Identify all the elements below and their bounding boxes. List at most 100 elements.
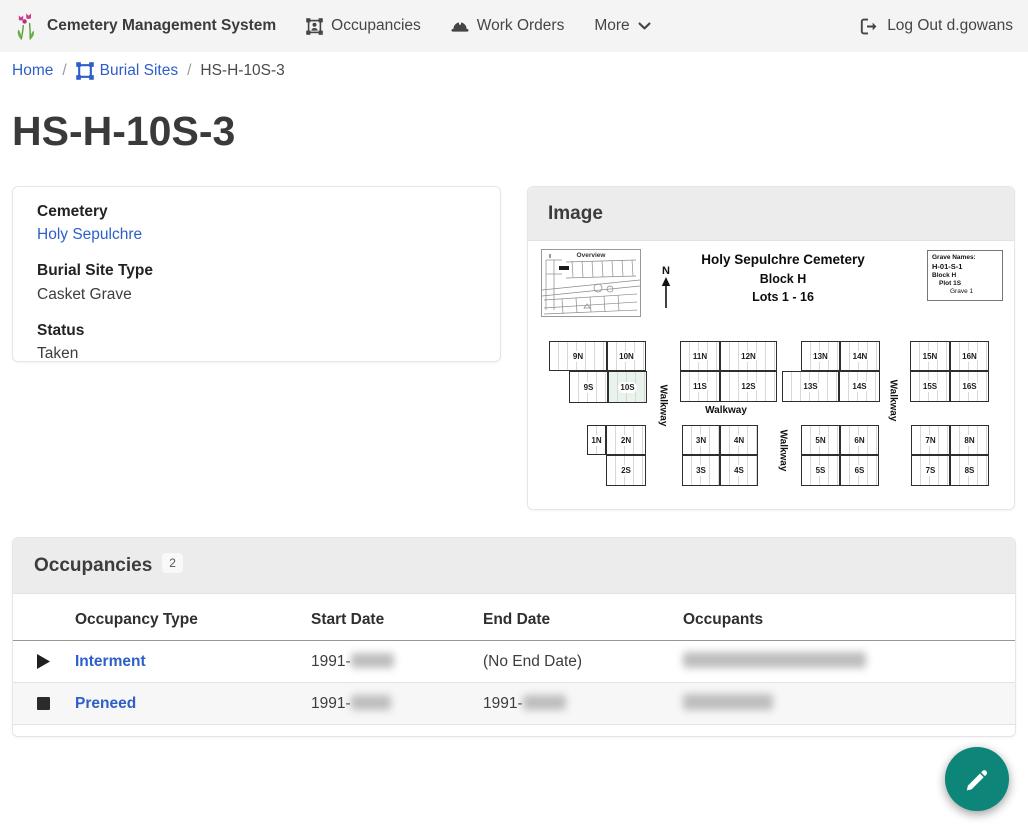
north-arrow-icon <box>661 277 671 308</box>
col-occupants: Occupants <box>683 594 1015 641</box>
map-lot-8n: 8N <box>950 425 989 455</box>
hard-hat-icon <box>451 20 469 32</box>
map-lot-5n: 5N <box>801 425 840 455</box>
nav-more[interactable]: More <box>594 17 651 35</box>
burial-sites-icon <box>75 62 94 80</box>
occupancies-table: Occupancy Type Start Date End Date Occup… <box>13 594 1015 725</box>
status-value: Taken <box>37 345 79 363</box>
chevron-down-icon <box>638 22 651 29</box>
walkway-label: Walkway <box>887 379 899 422</box>
col-start-date: Start Date <box>311 594 483 641</box>
map-lot-14n: 14N <box>840 341 880 371</box>
map-lot-10n: 10N <box>607 341 646 371</box>
field-status: Status Taken <box>37 320 476 366</box>
col-end-date: End Date <box>483 594 683 641</box>
map-title-line2: Block H <box>759 271 807 286</box>
occupancies-count-badge: 2 <box>162 552 183 573</box>
square-icon <box>37 697 50 710</box>
grave-number: Grave 1 <box>950 287 974 295</box>
logout-label: Log Out d.gowans <box>887 17 1013 34</box>
map-lot-4s: 4S <box>720 455 758 486</box>
logout-button[interactable]: Log Out d.gowans <box>860 17 1013 35</box>
field-cemetery: Cemetery Holy Sepulchre <box>37 201 476 247</box>
overview-label: Overview <box>576 252 606 259</box>
walkway-label: Walkway <box>705 405 747 416</box>
map-lot-15n: 15N <box>910 341 950 371</box>
redacted-text <box>350 652 394 668</box>
map-lot-13s: 13S <box>782 371 839 402</box>
grave-id: H-01-S-1 <box>932 262 963 272</box>
nav-occupancies[interactable]: Occupancies <box>306 17 421 35</box>
map-lot-16s: 16S <box>950 371 989 402</box>
breadcrumb-home-link[interactable]: Home <box>12 62 54 79</box>
map-lot-14s: 14S <box>839 371 880 402</box>
overview-sketch <box>542 254 640 315</box>
row-expander-button[interactable] <box>37 654 50 669</box>
cemetery-link[interactable]: Holy Sepulchre <box>37 226 143 244</box>
start-date-cell: 1991- <box>311 682 483 725</box>
breadcrumb-separator: / <box>62 62 67 79</box>
map-lot-3n: 3N <box>682 425 720 455</box>
map-overview-thumbnail: Overview <box>541 249 641 317</box>
app-title: Cemetery Management System <box>47 17 277 34</box>
map-lot-2s: 2S <box>606 455 646 486</box>
map-lot-9n: 9N <box>549 341 607 371</box>
end-date-cell: (No End Date) <box>483 640 683 683</box>
cemetery-label: Cemetery <box>37 203 108 220</box>
map-lot-11s: 11S <box>680 371 720 402</box>
col-expander <box>13 594 75 641</box>
grave-names-legend: Grave Names: H-01-S-1 Block H Plot 1S Gr… <box>927 250 1003 301</box>
redacted-text <box>522 694 566 710</box>
occupancies-header: Occupancies 2 <box>13 538 1015 594</box>
map-lot-11n: 11N <box>680 341 720 371</box>
page-title: HS-H-10S-3 <box>12 108 236 154</box>
map-lot-5s: 5S <box>801 455 840 486</box>
top-navbar: Cemetery Management System Occupancies W… <box>0 0 1028 52</box>
occupancy-type-link[interactable]: Preneed <box>75 694 137 712</box>
breadcrumb: Home / Burial Sites / HS-H-10S-3 <box>12 62 285 80</box>
table-row: Preneed 1991- 1991- <box>13 682 1015 725</box>
map-title: Holy Sepulchre Cemetery Block H Lots 1 -… <box>683 251 883 306</box>
table-row: Interment 1991- (No End Date) <box>13 640 1015 683</box>
app-brand[interactable]: Cemetery Management System <box>15 13 276 40</box>
map-lot-12n: 12N <box>720 341 777 371</box>
occupants-cell <box>683 682 1015 725</box>
details-card: Cemetery Holy Sepulchre Burial Site Type… <box>12 186 501 362</box>
edit-fab-button[interactable] <box>945 747 1009 811</box>
start-date-cell: 1991- <box>311 640 483 683</box>
image-card: Image Overview <box>527 186 1015 510</box>
tulip-logo-icon <box>17 13 34 40</box>
occupancies-title: Occupancies <box>34 554 153 576</box>
burial-site-type-label: Burial Site Type <box>37 262 153 280</box>
map-lot-2n: 2N <box>606 425 646 455</box>
map-lot-16n: 16N <box>950 341 989 371</box>
plot-map-image: Overview <box>540 245 1004 503</box>
nav-work-orders-label: Work Orders <box>476 17 565 34</box>
breadcrumb-current: HS-H-10S-3 <box>200 62 285 79</box>
breadcrumb-separator: / <box>187 62 192 79</box>
map-lot-7s: 7S <box>911 455 950 486</box>
nav-work-orders[interactable]: Work Orders <box>451 17 565 35</box>
map-lot-7n: 7N <box>911 425 950 455</box>
status-label: Status <box>37 321 85 339</box>
grave-names-label: Grave Names: <box>932 254 976 261</box>
play-icon <box>37 654 50 669</box>
redacted-text <box>683 652 866 668</box>
row-expander-button[interactable] <box>37 697 50 710</box>
end-date-cell: 1991- <box>483 682 683 725</box>
occupant-frame-icon <box>306 17 323 35</box>
map-lot-13n: 13N <box>801 341 840 371</box>
image-card-header: Image <box>528 187 1014 241</box>
map-lot-8s: 8S <box>950 455 989 486</box>
map-title-line3: Lots 1 - 16 <box>752 290 814 305</box>
burial-site-type-value: Casket Grave <box>37 285 132 303</box>
grave-block: Block H <box>932 271 957 279</box>
breadcrumb-burial-sites-label: Burial Sites <box>99 62 179 79</box>
breadcrumb-burial-sites-link[interactable]: Burial Sites <box>75 62 179 80</box>
occupancy-type-link[interactable]: Interment <box>75 652 146 670</box>
walkway-label: Walkway <box>657 384 669 427</box>
occupants-cell <box>683 640 1015 683</box>
nav-occupancies-label: Occupancies <box>331 17 421 34</box>
map-title-line1: Holy Sepulchre Cemetery <box>701 252 865 267</box>
